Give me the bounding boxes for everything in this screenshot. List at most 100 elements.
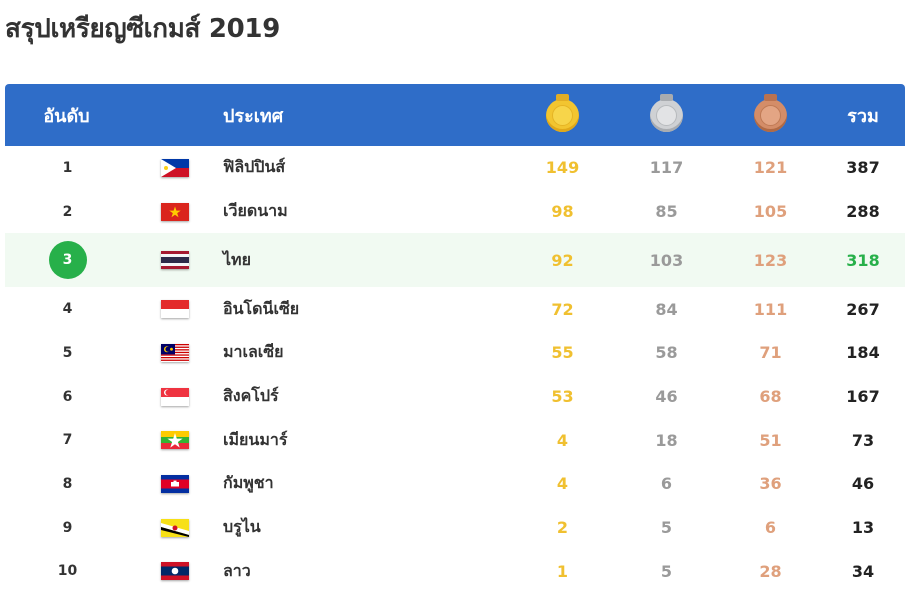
- silver-count: 58: [655, 343, 678, 363]
- rank-cell: 4: [5, 301, 130, 317]
- rank-number: 1: [62, 159, 73, 176]
- silver-count: 46: [655, 387, 678, 407]
- bronze-count: 123: [753, 250, 788, 270]
- country-name: อินโดนีเซีย: [223, 298, 300, 318]
- table-row[interactable]: 2 เวียดนาม 98 85 105 288: [5, 190, 905, 234]
- rank-cell: 10: [5, 563, 130, 579]
- country-name: ไทย: [223, 249, 251, 269]
- total-count: 167: [846, 387, 880, 407]
- rank-cell: 1: [5, 160, 130, 176]
- country-name: กัมพูชา: [223, 473, 274, 493]
- thailand-flag-icon: [161, 251, 189, 270]
- table-row[interactable]: 3 ไทย 92 103 123 318: [5, 233, 905, 288]
- rank-number: 2: [62, 203, 73, 220]
- total-count: 288: [846, 202, 880, 222]
- bronze-count: 68: [759, 387, 782, 407]
- silver-count: 103: [649, 250, 684, 270]
- bronze-count: 36: [759, 474, 782, 494]
- gold-count: 1: [556, 561, 569, 581]
- vietnam-flag-icon: [161, 202, 189, 221]
- rank-cell: 6: [5, 389, 130, 405]
- rank-cell: 8: [5, 476, 130, 492]
- rank-number: 6: [62, 388, 73, 405]
- country-name: สิงคโปร์: [223, 386, 279, 406]
- bronze-count: 111: [753, 299, 788, 319]
- silver-count: 5: [660, 561, 673, 581]
- gold-count: 98: [551, 202, 574, 222]
- total-count: 34: [851, 561, 875, 581]
- silver-count: 117: [649, 158, 684, 178]
- bronze-count: 51: [759, 430, 782, 450]
- gold-count: 2: [556, 518, 569, 538]
- rank-number: 8: [62, 475, 73, 492]
- rank-cell: 9: [5, 520, 130, 536]
- laos-flag-icon: [161, 562, 189, 581]
- silver-count: 85: [655, 202, 678, 222]
- silver-medal-icon: [650, 93, 683, 132]
- singapore-flag-icon: [161, 387, 189, 406]
- header-total[interactable]: รวม: [847, 105, 879, 127]
- rank-number: 5: [62, 344, 73, 361]
- cambodia-flag-icon: [161, 474, 189, 493]
- bronze-count: 28: [759, 561, 782, 581]
- gold-medal-icon: [546, 93, 579, 132]
- country-name: มาเลเซีย: [223, 342, 284, 362]
- medal-table: อันดับ ประเทศ รวม 1 ฟิลิปปินส์ 149 117 121 38…: [5, 84, 905, 593]
- bronze-count: 71: [759, 343, 782, 363]
- rank-cell: 3: [5, 241, 130, 280]
- total-count: 318: [846, 250, 880, 270]
- gold-count: 72: [551, 299, 574, 319]
- total-count: 46: [851, 474, 875, 494]
- bronze-medal-icon: [754, 93, 787, 132]
- header-country[interactable]: ประเทศ: [223, 105, 284, 127]
- rank-number: 4: [62, 301, 73, 318]
- country-name: เวียดนาม: [223, 201, 288, 221]
- total-count: 267: [846, 299, 880, 319]
- gold-count: 149: [545, 158, 580, 178]
- myanmar-flag-icon: [161, 431, 189, 450]
- table-body: 1 ฟิลิปปินส์ 149 117 121 387 2 เวียดนาม 98 85 105 2…: [5, 146, 905, 593]
- rank-cell: 2: [5, 204, 130, 220]
- table-row[interactable]: 8 กัมพูชา 4 6 36 46: [5, 462, 905, 506]
- bronze-count: 121: [753, 158, 788, 178]
- silver-count: 84: [655, 299, 678, 319]
- gold-count: 55: [551, 343, 574, 363]
- table-row[interactable]: 9 บรูไน 2 5 6 13: [5, 506, 905, 550]
- silver-count: 18: [655, 430, 678, 450]
- rank-number: 9: [62, 519, 73, 536]
- total-count: 73: [851, 430, 875, 450]
- brunei-flag-icon: [161, 518, 189, 537]
- silver-count: 6: [660, 474, 673, 494]
- table-row[interactable]: 7 เมียนมาร์ 4 18 51 73: [5, 418, 905, 462]
- table-row[interactable]: 6 สิงคโปร์ 53 46 68 167: [5, 375, 905, 419]
- rank-number: 10: [57, 563, 78, 580]
- country-name: เมียนมาร์: [223, 429, 288, 449]
- gold-count: 4: [556, 474, 569, 494]
- rank-cell: 5: [5, 345, 130, 361]
- gold-count: 92: [551, 250, 574, 270]
- bronze-count: 6: [764, 518, 777, 538]
- rank-badge: 3: [48, 241, 87, 280]
- philippines-flag-icon: [161, 158, 189, 177]
- table-header: อันดับ ประเทศ รวม: [5, 84, 905, 146]
- country-name: ลาว: [223, 560, 251, 580]
- table-row[interactable]: 5 มาเลเซีย 55 58 71 184: [5, 331, 905, 375]
- table-row[interactable]: 4 อินโดนีเซีย 72 84 111 267: [5, 287, 905, 331]
- table-row[interactable]: 1 ฟิลิปปินส์ 149 117 121 387: [5, 146, 905, 190]
- bronze-count: 105: [753, 202, 788, 222]
- header-rank[interactable]: อันดับ: [43, 105, 90, 127]
- silver-count: 5: [660, 518, 673, 538]
- gold-count: 4: [556, 430, 569, 450]
- page-title: สรุปเหรียญซีเกมส์ 2019: [5, 14, 281, 44]
- total-count: 184: [846, 343, 880, 363]
- country-name: ฟิลิปปินส์: [223, 157, 286, 177]
- table-row[interactable]: 10 ลาว 1 5 28 34: [5, 550, 905, 593]
- total-count: 13: [851, 518, 875, 538]
- rank-cell: 7: [5, 432, 130, 448]
- malaysia-flag-icon: [161, 343, 189, 362]
- indonesia-flag-icon: [161, 300, 189, 319]
- total-count: 387: [846, 158, 880, 178]
- rank-number: 7: [62, 432, 73, 449]
- gold-count: 53: [551, 387, 574, 407]
- country-name: บรูไน: [223, 517, 261, 537]
